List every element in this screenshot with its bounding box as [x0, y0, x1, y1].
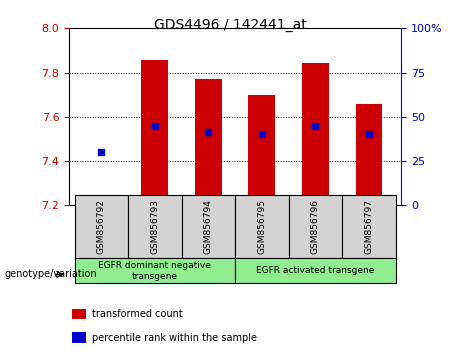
FancyBboxPatch shape: [128, 195, 182, 258]
Text: EGFR dominant negative
transgene: EGFR dominant negative transgene: [98, 261, 211, 280]
Text: transformed count: transformed count: [92, 309, 183, 319]
Text: GSM856797: GSM856797: [365, 199, 373, 254]
Text: GSM856792: GSM856792: [97, 199, 106, 254]
FancyBboxPatch shape: [235, 195, 289, 258]
FancyBboxPatch shape: [342, 195, 396, 258]
FancyBboxPatch shape: [75, 195, 128, 258]
Text: genotype/variation: genotype/variation: [5, 269, 97, 279]
Text: GSM856795: GSM856795: [257, 199, 266, 254]
FancyBboxPatch shape: [289, 195, 342, 258]
Bar: [195, 79, 222, 205]
FancyBboxPatch shape: [182, 195, 235, 258]
Text: percentile rank within the sample: percentile rank within the sample: [92, 332, 257, 343]
Bar: [88, 201, 115, 205]
Text: GSM856793: GSM856793: [150, 199, 160, 254]
Bar: [72, 332, 86, 343]
Text: GSM856796: GSM856796: [311, 199, 320, 254]
Bar: [302, 63, 329, 205]
Bar: [248, 95, 275, 205]
Bar: [72, 309, 86, 319]
Text: GSM856794: GSM856794: [204, 199, 213, 254]
Bar: [142, 61, 168, 205]
FancyBboxPatch shape: [235, 258, 396, 283]
Text: GDS4496 / 142441_at: GDS4496 / 142441_at: [154, 18, 307, 32]
FancyBboxPatch shape: [75, 258, 235, 283]
Text: EGFR activated transgene: EGFR activated transgene: [256, 266, 375, 275]
Bar: [355, 103, 382, 205]
